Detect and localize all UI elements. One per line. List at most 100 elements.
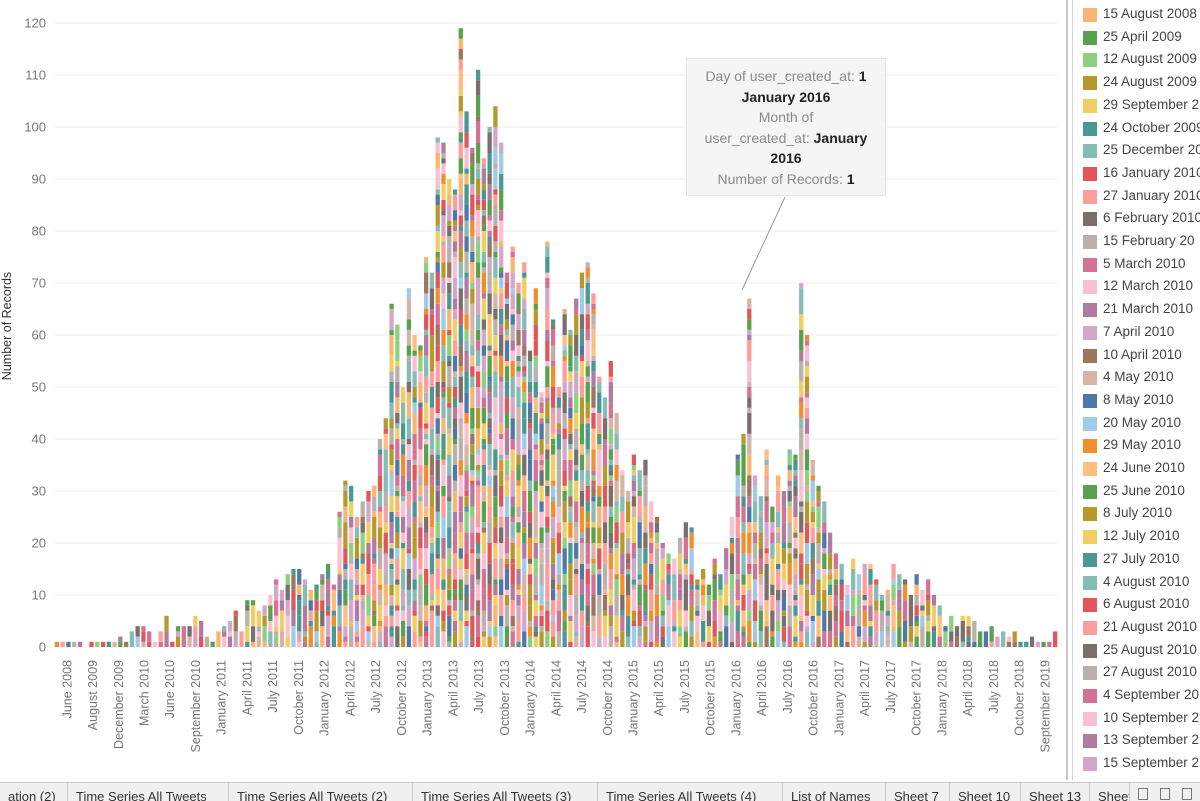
bar-segment xyxy=(435,205,440,226)
bar-segment xyxy=(799,532,804,554)
sheet-tab[interactable]: Sheet 13 xyxy=(1021,783,1090,801)
bar-segment xyxy=(395,491,400,497)
bar-segment xyxy=(274,641,279,647)
sheet-tab[interactable]: Sheet 10 xyxy=(950,783,1021,801)
bar-segment xyxy=(804,335,810,341)
bar xyxy=(118,636,123,647)
bar xyxy=(712,558,717,647)
sheet-tab[interactable]: Time Series All Tweets (2) xyxy=(229,783,413,801)
bar-segment xyxy=(799,631,804,642)
new-story-icon[interactable] xyxy=(1182,788,1192,800)
bar-segment xyxy=(499,470,504,486)
bar-segment xyxy=(458,59,463,70)
bar-segment xyxy=(516,621,521,642)
sheet-tab[interactable]: ation (2) xyxy=(0,783,68,801)
legend-label: 10 April 2010 xyxy=(1103,346,1182,362)
bar-segment xyxy=(568,449,573,460)
bar-segment xyxy=(724,626,729,647)
bar-segment xyxy=(787,470,792,481)
bar-segment xyxy=(637,553,642,559)
bar-segment xyxy=(464,621,469,627)
sheet-tab[interactable]: Sheet 14 xyxy=(1090,783,1130,801)
bar-segment xyxy=(493,636,498,647)
bar-segment xyxy=(608,615,613,627)
bar-segment xyxy=(400,491,406,497)
bar-segment xyxy=(770,636,775,647)
bar-segment xyxy=(747,522,752,533)
bar-segment xyxy=(579,355,585,361)
bar-segment xyxy=(441,361,446,382)
bar-segment xyxy=(574,527,579,543)
bar-segment xyxy=(354,527,360,538)
bar-segment xyxy=(608,459,613,465)
sheet-tab[interactable]: Sheet 7 xyxy=(886,783,950,801)
bar-segment xyxy=(937,636,942,647)
bar-segment xyxy=(377,439,383,450)
sheet-tab[interactable]: Time Series All Tweets xyxy=(68,783,229,801)
bar-segment xyxy=(504,340,510,361)
legend-swatch xyxy=(1083,166,1097,181)
x-tick-label: January 2014 xyxy=(524,660,538,736)
new-dashboard-icon[interactable] xyxy=(1160,788,1170,800)
bar xyxy=(960,615,965,647)
new-sheet-icon[interactable] xyxy=(1138,788,1148,800)
bar-segment xyxy=(89,641,94,647)
bar-segment xyxy=(654,548,660,569)
bar-segment xyxy=(510,324,515,341)
legend-swatch xyxy=(1083,144,1097,159)
bar-segment xyxy=(781,595,787,611)
bar-segment xyxy=(499,277,504,289)
bar-segment xyxy=(522,433,527,450)
bar-segment xyxy=(377,621,383,627)
bar xyxy=(931,595,937,647)
bar-segment xyxy=(845,584,850,595)
bar-segment xyxy=(522,574,527,595)
bar xyxy=(152,641,158,647)
bar-segment xyxy=(429,527,435,538)
bar-segment xyxy=(435,397,440,413)
bar-segment xyxy=(545,288,550,309)
bar-segment xyxy=(764,553,769,564)
bar-segment xyxy=(631,584,637,590)
bar-segment xyxy=(620,470,625,476)
bar-segment xyxy=(787,454,792,465)
bar-segment xyxy=(816,527,821,533)
bar-segment xyxy=(787,465,792,471)
bar-segment xyxy=(452,210,458,221)
bar-segment xyxy=(360,610,365,627)
bar-segment xyxy=(493,449,498,471)
sheet-tab[interactable]: List of Names xyxy=(783,783,886,801)
bar-segment xyxy=(458,376,463,387)
bar-segment xyxy=(631,621,637,627)
bar-segment xyxy=(735,454,740,460)
bar-segment xyxy=(926,579,931,595)
bar-segment xyxy=(568,444,573,450)
sheet-tab[interactable]: Time Series All Tweets (4) xyxy=(598,783,783,801)
bar-segment xyxy=(227,636,233,647)
color-legend[interactable]: 15 August 2008 25 April 2009 12 August 200… xyxy=(1072,0,1200,780)
bar-segment xyxy=(643,610,648,616)
bar-segment xyxy=(447,506,452,512)
bar-segment xyxy=(493,470,498,476)
bar-segment xyxy=(793,470,798,476)
sheet-tab[interactable]: Time Series All Tweets (3) xyxy=(413,783,598,801)
bar-segment xyxy=(147,631,152,642)
bar-segment xyxy=(914,605,919,616)
bar-segment xyxy=(833,636,838,647)
bar xyxy=(54,641,60,647)
bar-segment xyxy=(400,387,406,403)
bar-segment xyxy=(481,168,487,185)
bar-segment xyxy=(585,283,590,304)
bar-segment xyxy=(701,605,706,621)
bar xyxy=(527,350,533,647)
legend-divider[interactable] xyxy=(1066,0,1068,780)
bar-segment xyxy=(452,407,458,419)
bar-segment xyxy=(424,423,429,429)
x-tick-label: April 2016 xyxy=(755,660,769,716)
bar-segment xyxy=(118,641,123,647)
bar-segment xyxy=(366,522,371,543)
bar-segment xyxy=(429,288,435,309)
bar-segment xyxy=(597,485,602,497)
bar-segment xyxy=(781,563,787,580)
bar-segment xyxy=(562,413,567,429)
